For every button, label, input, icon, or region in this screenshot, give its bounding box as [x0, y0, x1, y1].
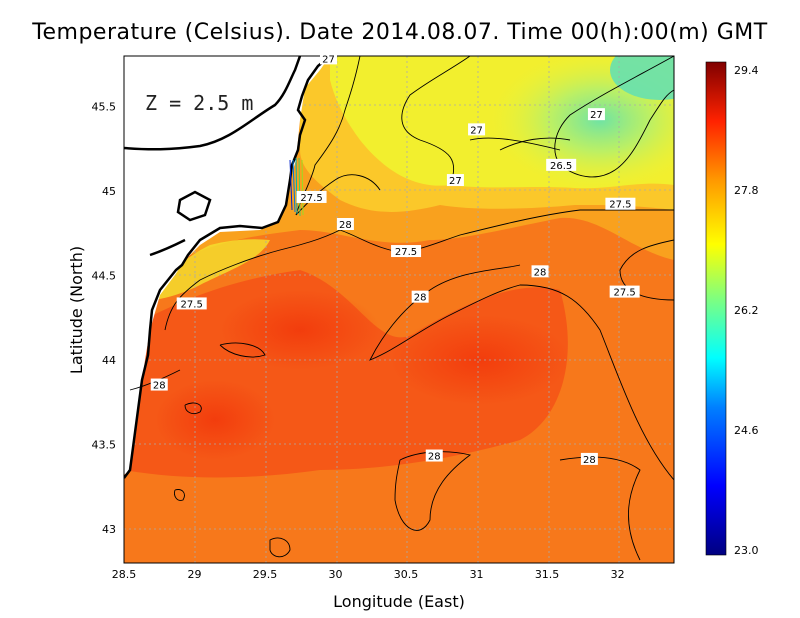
x-tick-label: 31.5 — [535, 568, 560, 581]
y-tick-labels: 43 43.5 44 44.5 45 45.5 — [92, 101, 117, 537]
contour-label-bg — [580, 452, 598, 465]
contour-label-bg — [605, 197, 636, 210]
x-axis-label: Longitude (East) — [333, 592, 465, 611]
x-tick-labels: 28.5 29 29.5 30 30.5 31 31.5 32 — [112, 568, 625, 581]
colorbar — [705, 61, 727, 556]
x-tick-label: 31 — [470, 568, 484, 581]
coastal-streaks — [289, 157, 304, 217]
contour-label-bg — [150, 378, 168, 391]
contour-label: 27.5 — [609, 200, 631, 211]
contour-label-bg — [609, 285, 640, 298]
contour-label-bg — [587, 108, 605, 121]
colorbar-tick-label: 26.2 — [734, 304, 759, 317]
y-tick-label: 45 — [102, 185, 116, 198]
contour-label-bg — [425, 449, 443, 462]
plot-frame — [123, 55, 675, 564]
colorbar-tick-label: 23.0 — [734, 544, 759, 557]
contour-label: 27 — [590, 110, 603, 121]
contour-label-bg — [531, 265, 549, 278]
contour-label: 27.5 — [395, 247, 417, 258]
contour-label: 28 — [534, 267, 547, 278]
contour-labels: 27 27 27 27 26.5 27.5 27.5 27.5 27.5 27.5 28 28 28 28… — [150, 52, 640, 466]
y-tick-label: 44 — [102, 354, 116, 367]
y-axis-label: Latitude (North) — [67, 246, 86, 374]
x-tick-label: 30 — [329, 568, 343, 581]
x-tick-label: 32 — [611, 568, 625, 581]
contour-label: 27 — [470, 125, 483, 136]
contour-label: 28 — [339, 220, 352, 231]
contour-lines — [129, 56, 674, 561]
contour-label-bg — [411, 290, 429, 303]
colorbar-tick-label: 24.6 — [734, 424, 759, 437]
y-tick-label: 43.5 — [92, 439, 117, 452]
contour-label-bg — [296, 190, 327, 203]
contour-label: 27.5 — [181, 299, 203, 310]
y-tick-label: 43 — [102, 523, 116, 536]
x-tick-label: 29.5 — [253, 568, 278, 581]
depth-label: Z = 2.5 m — [145, 91, 253, 115]
colorbar-tick-labels: 29.4 27.8 26.2 24.6 23.0 — [734, 64, 759, 557]
contour-label: 27.5 — [300, 193, 322, 204]
contour-label: 26.5 — [550, 161, 572, 172]
contour-label: 28 — [414, 293, 427, 304]
land-area — [124, 56, 331, 479]
contour-label-bg — [336, 218, 354, 230]
contour-label-bg — [468, 123, 486, 136]
contour-label-bg — [176, 297, 207, 310]
colorbar-tick-label: 29.4 — [734, 64, 759, 77]
colorbar-tick-label: 27.8 — [734, 184, 759, 197]
contour-label-bg — [391, 245, 422, 258]
contour-label: 27.5 — [614, 288, 636, 299]
contour-label: 28 — [583, 455, 596, 466]
x-tick-label: 28.5 — [112, 568, 137, 581]
y-tick-label: 44.5 — [92, 270, 117, 283]
y-tick-label: 45.5 — [92, 101, 117, 114]
contour-label-bg — [319, 52, 337, 65]
contour-label-bg — [546, 158, 577, 171]
contour-label-bg — [446, 174, 464, 187]
contour-label: 27 — [449, 176, 462, 187]
x-tick-label: 30.5 — [394, 568, 419, 581]
chart-title: Temperature (Celsius). Date 2014.08.07. … — [32, 20, 768, 45]
contour-label: 28 — [428, 452, 441, 463]
contour-label: 27 — [322, 54, 335, 65]
contour-label: 28 — [153, 381, 166, 392]
x-tick-label: 29 — [188, 568, 202, 581]
